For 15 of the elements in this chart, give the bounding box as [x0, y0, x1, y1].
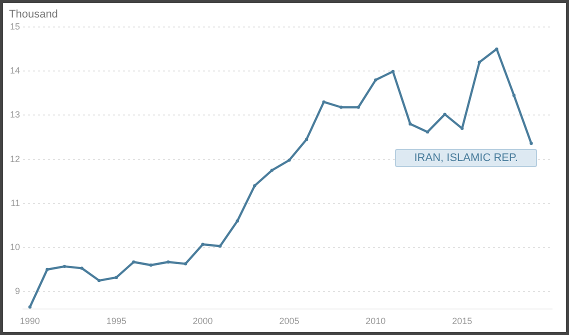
y-tick-label: 10 [10, 242, 20, 252]
y-tick-label: 15 [10, 21, 20, 32]
y-tick-label: 14 [10, 66, 20, 76]
name-tag: IRAN, ISLAMIC REP. [395, 149, 537, 168]
y-tick-label: 11 [10, 198, 20, 208]
x-tick-label: 2005 [279, 316, 300, 326]
x-tick-label: 1990 [20, 316, 40, 326]
x-tick-label: 2000 [192, 316, 213, 326]
y-tick-label: 12 [10, 154, 20, 164]
y-tick-label: 9 [14, 286, 20, 296]
x-tick-label: 2010 [366, 316, 386, 326]
x-tick-label: 2015 [452, 316, 472, 326]
y-tick-label: 13 [10, 110, 20, 120]
x-tick-label: 1995 [106, 316, 126, 326]
y-axis-title: Thousand [9, 8, 58, 21]
